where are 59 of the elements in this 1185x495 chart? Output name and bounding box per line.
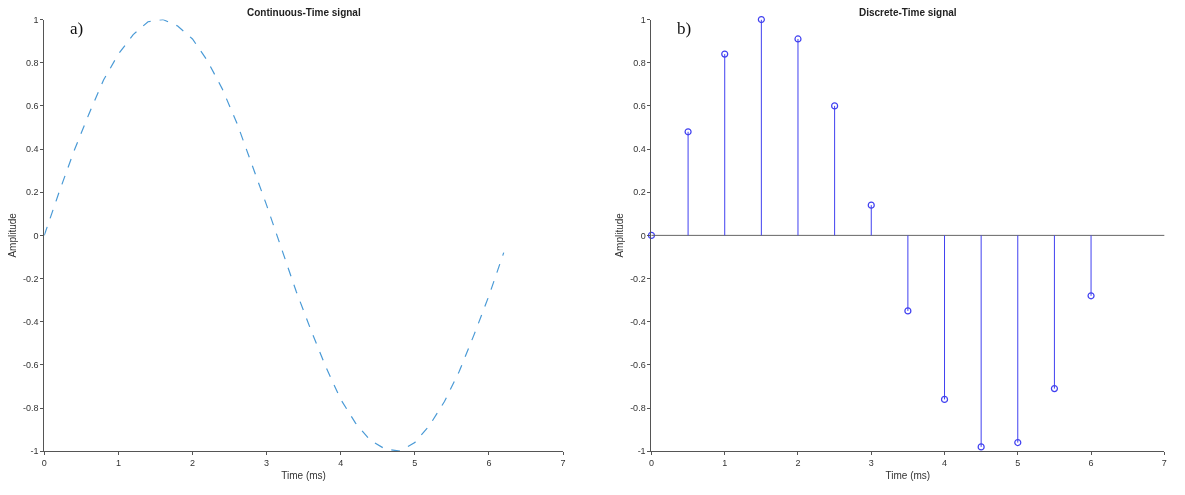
point (684, 128, 692, 136)
x-axis-title: Time (ms) (281, 469, 326, 481)
x-tick-label: 2 (795, 458, 801, 468)
y-tick-label: -0.4 (630, 316, 646, 327)
y-tick-label: -0.4 (22, 316, 39, 327)
point (794, 35, 802, 43)
y-tick-label: 0 (33, 230, 39, 241)
x-tick-label: 5 (1015, 458, 1021, 468)
y-tick-label: 0.4 (633, 144, 646, 155)
x-tick-label: 5 (412, 458, 418, 468)
annotation: a) (70, 19, 84, 38)
x-tick-label: 4 (338, 458, 344, 468)
y-axis-title: Amplitude (6, 212, 18, 258)
y-tick-label: 0.8 (633, 57, 646, 68)
point (757, 15, 765, 24)
x-tick-label: 0 (41, 458, 47, 468)
y-tick-label: -1 (637, 446, 646, 457)
y-tick-label: 0.2 (25, 187, 39, 198)
point (1014, 438, 1022, 447)
x-tick-label: 0 (648, 458, 654, 468)
point (831, 102, 839, 110)
y-tick-label: 0 (640, 230, 646, 241)
x-tick-label: 7 (560, 458, 566, 468)
x-tick-label: 3 (264, 458, 270, 468)
x-tick-label: 1 (115, 458, 121, 468)
point (647, 231, 656, 239)
point (977, 443, 985, 451)
point (867, 201, 875, 209)
y-tick-label: -0.2 (630, 273, 646, 284)
x-axis-title: Time (ms) (885, 469, 931, 481)
annotation: b) (677, 19, 692, 38)
point (1050, 385, 1059, 393)
point (721, 50, 729, 58)
y-tick-label: -1 (30, 446, 39, 457)
x-tick-label: 1 (722, 458, 728, 468)
y-tick-label: -0.2 (22, 273, 39, 284)
y-tick-label: -0.8 (630, 403, 646, 414)
chart-title: Continuous-Time signal (247, 7, 361, 18)
x-tick-label: 7 (1161, 458, 1167, 468)
point (904, 307, 912, 315)
y-tick-label: 0.8 (25, 57, 39, 68)
x-tick-label: 6 (1088, 458, 1094, 468)
y-tick-label: 0.6 (633, 101, 646, 112)
y-tick-label: 0.2 (633, 187, 646, 198)
y-tick-label: 1 (33, 14, 39, 25)
y-axis-title: Amplitude (614, 212, 626, 258)
y-tick-label: 0.6 (25, 101, 39, 112)
x-tick-label: 2 (189, 458, 195, 468)
x-tick-label: 3 (868, 458, 874, 468)
x-tick-label: 6 (486, 458, 492, 468)
x-tick-label: 4 (942, 458, 948, 468)
y-tick-label: -0.6 (630, 360, 646, 371)
y-tick-label: -0.8 (22, 403, 39, 414)
y-tick-label: 1 (640, 14, 646, 25)
y-tick-label: -0.6 (22, 360, 39, 371)
point (1087, 292, 1095, 300)
y-tick-label: 0.4 (25, 144, 39, 155)
point (940, 395, 949, 403)
chart-title: Discrete-Time signal (859, 7, 957, 18)
